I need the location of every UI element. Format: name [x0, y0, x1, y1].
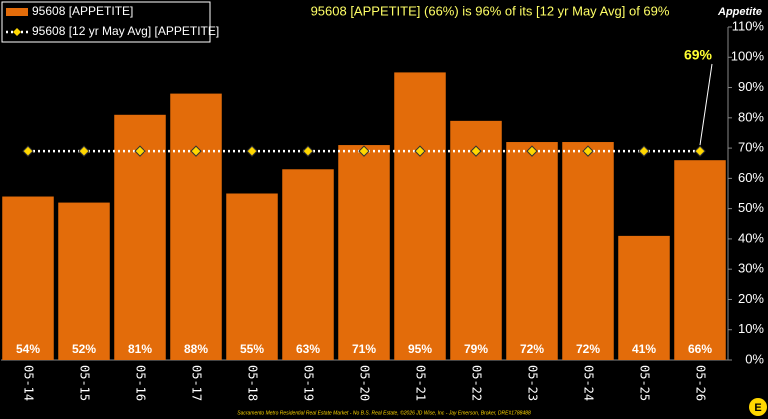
- end-label: 69%: [684, 47, 713, 63]
- bar: [2, 196, 54, 360]
- data-label: 95%: [408, 342, 432, 356]
- svg-text:E: E: [754, 402, 761, 414]
- legend-label: 95608 [APPETITE]: [32, 4, 133, 18]
- y-tick-label: 20%: [738, 291, 764, 306]
- average-marker: [582, 145, 594, 157]
- y-tick-label: 0%: [745, 351, 764, 366]
- y-tick-label: 10%: [738, 321, 764, 336]
- average-marker: [414, 145, 426, 157]
- data-label: 55%: [240, 342, 264, 356]
- x-tick-label: 05-16: [134, 365, 148, 401]
- data-label: 52%: [72, 342, 96, 356]
- average-marker: [470, 145, 482, 157]
- data-label: 88%: [184, 342, 208, 356]
- average-marker: [302, 145, 314, 157]
- data-label: 41%: [632, 342, 656, 356]
- y-tick-label: 110%: [732, 18, 765, 33]
- y-tick-label: 60%: [738, 170, 764, 185]
- data-label: 79%: [464, 342, 488, 356]
- chart-title: 95608 [APPETITE] (66%) is 96% of its [12…: [311, 3, 670, 18]
- y-tick-label: 70%: [738, 140, 764, 155]
- average-marker: [190, 145, 202, 157]
- x-tick-label: 05-19: [302, 365, 316, 401]
- y-tick-label: 100%: [731, 49, 765, 64]
- average-marker: [22, 145, 34, 157]
- x-tick-label: 05-17: [190, 365, 204, 401]
- x-tick-label: 05-18: [246, 365, 260, 401]
- average-marker: [694, 145, 706, 157]
- bar: [506, 142, 558, 360]
- y-tick-label: 50%: [738, 200, 764, 215]
- legend: [1, 1, 211, 43]
- average-marker: [134, 145, 146, 157]
- footer: Sacramento Metro Residential Real Estate…: [237, 409, 531, 416]
- x-tick-label: 05-20: [358, 365, 372, 401]
- average-marker: [246, 145, 258, 157]
- x-tick-label: 05-25: [638, 365, 652, 401]
- legend-label: 95608 [12 yr May Avg] [APPETITE]: [32, 24, 219, 38]
- data-label: 72%: [520, 342, 544, 356]
- legend-marker: [13, 28, 21, 36]
- logo: E: [749, 398, 767, 416]
- y-tick-label: 30%: [738, 261, 764, 276]
- legend-swatch: [6, 8, 28, 16]
- average-marker: [358, 145, 370, 157]
- x-tick-label: 05-15: [78, 365, 92, 401]
- data-label: 54%: [16, 342, 40, 356]
- bar: [450, 120, 502, 360]
- bar: [58, 202, 110, 360]
- data-label: 63%: [296, 342, 320, 356]
- average-marker: [78, 145, 90, 157]
- data-label: 81%: [128, 342, 152, 356]
- bar: [394, 72, 446, 360]
- bar: [282, 169, 334, 360]
- bar: [562, 142, 614, 360]
- data-label: 71%: [352, 342, 376, 356]
- y-tick-label: 90%: [738, 79, 764, 94]
- x-tick-label: 05-24: [582, 365, 596, 401]
- average-marker: [526, 145, 538, 157]
- bar: [226, 193, 278, 360]
- x-tick-label: 05-14: [22, 365, 36, 401]
- x-tick-label: 05-22: [470, 365, 484, 401]
- data-label: 66%: [688, 342, 712, 356]
- y-axis-title: Appetite: [717, 6, 762, 18]
- average-marker: [638, 145, 650, 157]
- data-label: 72%: [576, 342, 600, 356]
- bar: [674, 160, 726, 360]
- bar: [170, 93, 222, 360]
- y-tick-label: 40%: [738, 230, 764, 245]
- bar: [338, 145, 390, 360]
- bar: [618, 235, 670, 360]
- x-tick-label: 05-26: [694, 365, 708, 401]
- annotation-leader: [699, 63, 713, 146]
- x-tick-label: 05-23: [526, 365, 540, 401]
- x-tick-label: 05-21: [414, 365, 428, 401]
- y-tick-label: 80%: [738, 109, 764, 124]
